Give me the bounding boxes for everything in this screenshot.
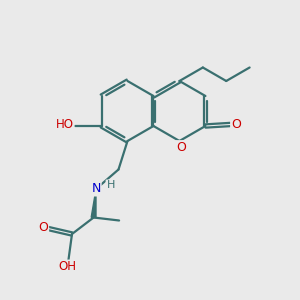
Text: O: O	[38, 220, 48, 234]
Text: O: O	[176, 141, 186, 154]
Text: H: H	[106, 180, 115, 190]
Polygon shape	[91, 189, 96, 218]
Text: HO: HO	[56, 118, 74, 131]
Text: OH: OH	[58, 260, 76, 274]
Text: N: N	[91, 182, 101, 196]
Text: O: O	[231, 118, 241, 131]
